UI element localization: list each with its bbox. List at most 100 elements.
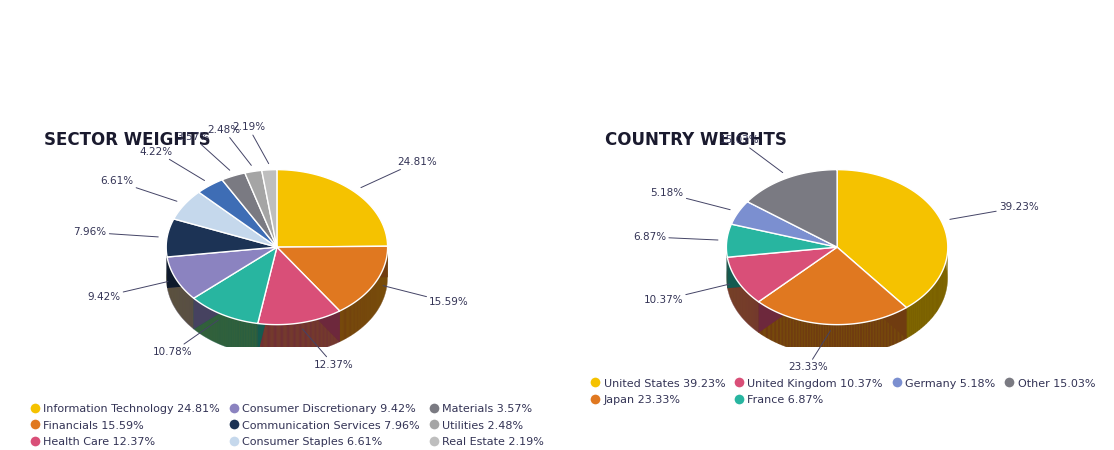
Polygon shape bbox=[873, 320, 876, 351]
Polygon shape bbox=[789, 317, 791, 348]
Polygon shape bbox=[805, 321, 808, 353]
Polygon shape bbox=[889, 315, 890, 346]
Polygon shape bbox=[880, 318, 881, 350]
Polygon shape bbox=[769, 308, 770, 340]
Text: 6.87%: 6.87% bbox=[633, 232, 717, 242]
Ellipse shape bbox=[166, 201, 388, 356]
Polygon shape bbox=[837, 247, 907, 338]
Polygon shape bbox=[859, 323, 861, 354]
Polygon shape bbox=[853, 324, 854, 355]
Polygon shape bbox=[277, 247, 340, 342]
Polygon shape bbox=[782, 314, 783, 346]
Polygon shape bbox=[804, 321, 805, 352]
Legend: Information Technology 24.81%, Financials 15.59%, Health Care 12.37%, Industrial: Information Technology 24.81%, Financial… bbox=[28, 399, 548, 450]
Polygon shape bbox=[929, 289, 930, 322]
Polygon shape bbox=[194, 247, 277, 329]
Polygon shape bbox=[257, 247, 277, 355]
Polygon shape bbox=[768, 307, 769, 339]
Polygon shape bbox=[829, 324, 830, 356]
Polygon shape bbox=[727, 247, 837, 288]
Polygon shape bbox=[772, 310, 773, 342]
Polygon shape bbox=[864, 322, 866, 353]
Polygon shape bbox=[817, 324, 819, 355]
Polygon shape bbox=[783, 315, 784, 346]
Polygon shape bbox=[897, 311, 899, 343]
Polygon shape bbox=[920, 297, 922, 329]
Text: 23.33%: 23.33% bbox=[788, 331, 830, 372]
Polygon shape bbox=[778, 312, 779, 344]
Polygon shape bbox=[881, 318, 882, 349]
Polygon shape bbox=[919, 298, 920, 331]
Polygon shape bbox=[868, 321, 869, 353]
Polygon shape bbox=[765, 306, 768, 338]
Polygon shape bbox=[882, 317, 885, 349]
Polygon shape bbox=[174, 192, 277, 247]
Text: 39.23%: 39.23% bbox=[950, 202, 1038, 219]
Polygon shape bbox=[857, 323, 858, 355]
Polygon shape bbox=[222, 173, 277, 247]
Polygon shape bbox=[836, 324, 837, 356]
Text: 10.37%: 10.37% bbox=[644, 284, 730, 305]
Polygon shape bbox=[877, 319, 878, 351]
Polygon shape bbox=[770, 309, 771, 340]
Text: 2.48%: 2.48% bbox=[207, 125, 252, 166]
Polygon shape bbox=[803, 321, 804, 352]
Polygon shape bbox=[851, 324, 853, 355]
Polygon shape bbox=[876, 320, 877, 351]
Polygon shape bbox=[812, 323, 814, 354]
Polygon shape bbox=[843, 324, 844, 356]
Polygon shape bbox=[899, 311, 900, 342]
Polygon shape bbox=[854, 324, 857, 355]
Polygon shape bbox=[781, 314, 782, 345]
Polygon shape bbox=[245, 171, 277, 247]
Polygon shape bbox=[811, 322, 812, 354]
Polygon shape bbox=[872, 320, 873, 351]
Polygon shape bbox=[832, 324, 833, 356]
Polygon shape bbox=[870, 321, 872, 352]
Polygon shape bbox=[773, 310, 775, 342]
Polygon shape bbox=[814, 323, 815, 354]
Polygon shape bbox=[924, 294, 926, 326]
Polygon shape bbox=[891, 314, 893, 346]
Polygon shape bbox=[869, 321, 870, 352]
Text: 12.37%: 12.37% bbox=[302, 329, 353, 369]
Polygon shape bbox=[893, 314, 895, 345]
Polygon shape bbox=[934, 284, 935, 317]
Legend: United States 39.23%, Japan 23.33%, United Kingdom 10.37%, France 6.87%, Germany: United States 39.23%, Japan 23.33%, Unit… bbox=[588, 374, 1100, 410]
Polygon shape bbox=[793, 319, 795, 350]
Polygon shape bbox=[815, 323, 817, 354]
Text: 7.96%: 7.96% bbox=[74, 227, 158, 238]
Polygon shape bbox=[257, 247, 277, 355]
Polygon shape bbox=[198, 180, 277, 247]
Polygon shape bbox=[903, 308, 906, 340]
Text: 5.18%: 5.18% bbox=[651, 189, 730, 210]
Polygon shape bbox=[761, 303, 762, 335]
Polygon shape bbox=[885, 317, 886, 348]
Polygon shape bbox=[909, 305, 910, 338]
Polygon shape bbox=[887, 316, 889, 347]
Polygon shape bbox=[277, 247, 340, 342]
Polygon shape bbox=[847, 324, 848, 356]
Polygon shape bbox=[791, 317, 792, 349]
Text: 3.57%: 3.57% bbox=[176, 132, 229, 170]
Text: 4.22%: 4.22% bbox=[140, 147, 205, 180]
Polygon shape bbox=[194, 247, 277, 329]
Text: 6.61%: 6.61% bbox=[100, 176, 177, 201]
Polygon shape bbox=[837, 170, 948, 307]
Text: 15.59%: 15.59% bbox=[383, 286, 469, 307]
Polygon shape bbox=[922, 295, 924, 328]
Polygon shape bbox=[194, 247, 277, 324]
Polygon shape bbox=[801, 320, 803, 352]
Polygon shape bbox=[896, 312, 897, 344]
Polygon shape bbox=[167, 247, 277, 288]
Polygon shape bbox=[935, 282, 936, 315]
Polygon shape bbox=[931, 286, 934, 318]
Polygon shape bbox=[166, 219, 277, 257]
Polygon shape bbox=[917, 300, 919, 332]
Polygon shape bbox=[819, 324, 820, 355]
Polygon shape bbox=[775, 311, 776, 343]
Polygon shape bbox=[762, 304, 763, 336]
Polygon shape bbox=[910, 304, 912, 336]
Polygon shape bbox=[759, 247, 837, 333]
Polygon shape bbox=[844, 324, 847, 356]
